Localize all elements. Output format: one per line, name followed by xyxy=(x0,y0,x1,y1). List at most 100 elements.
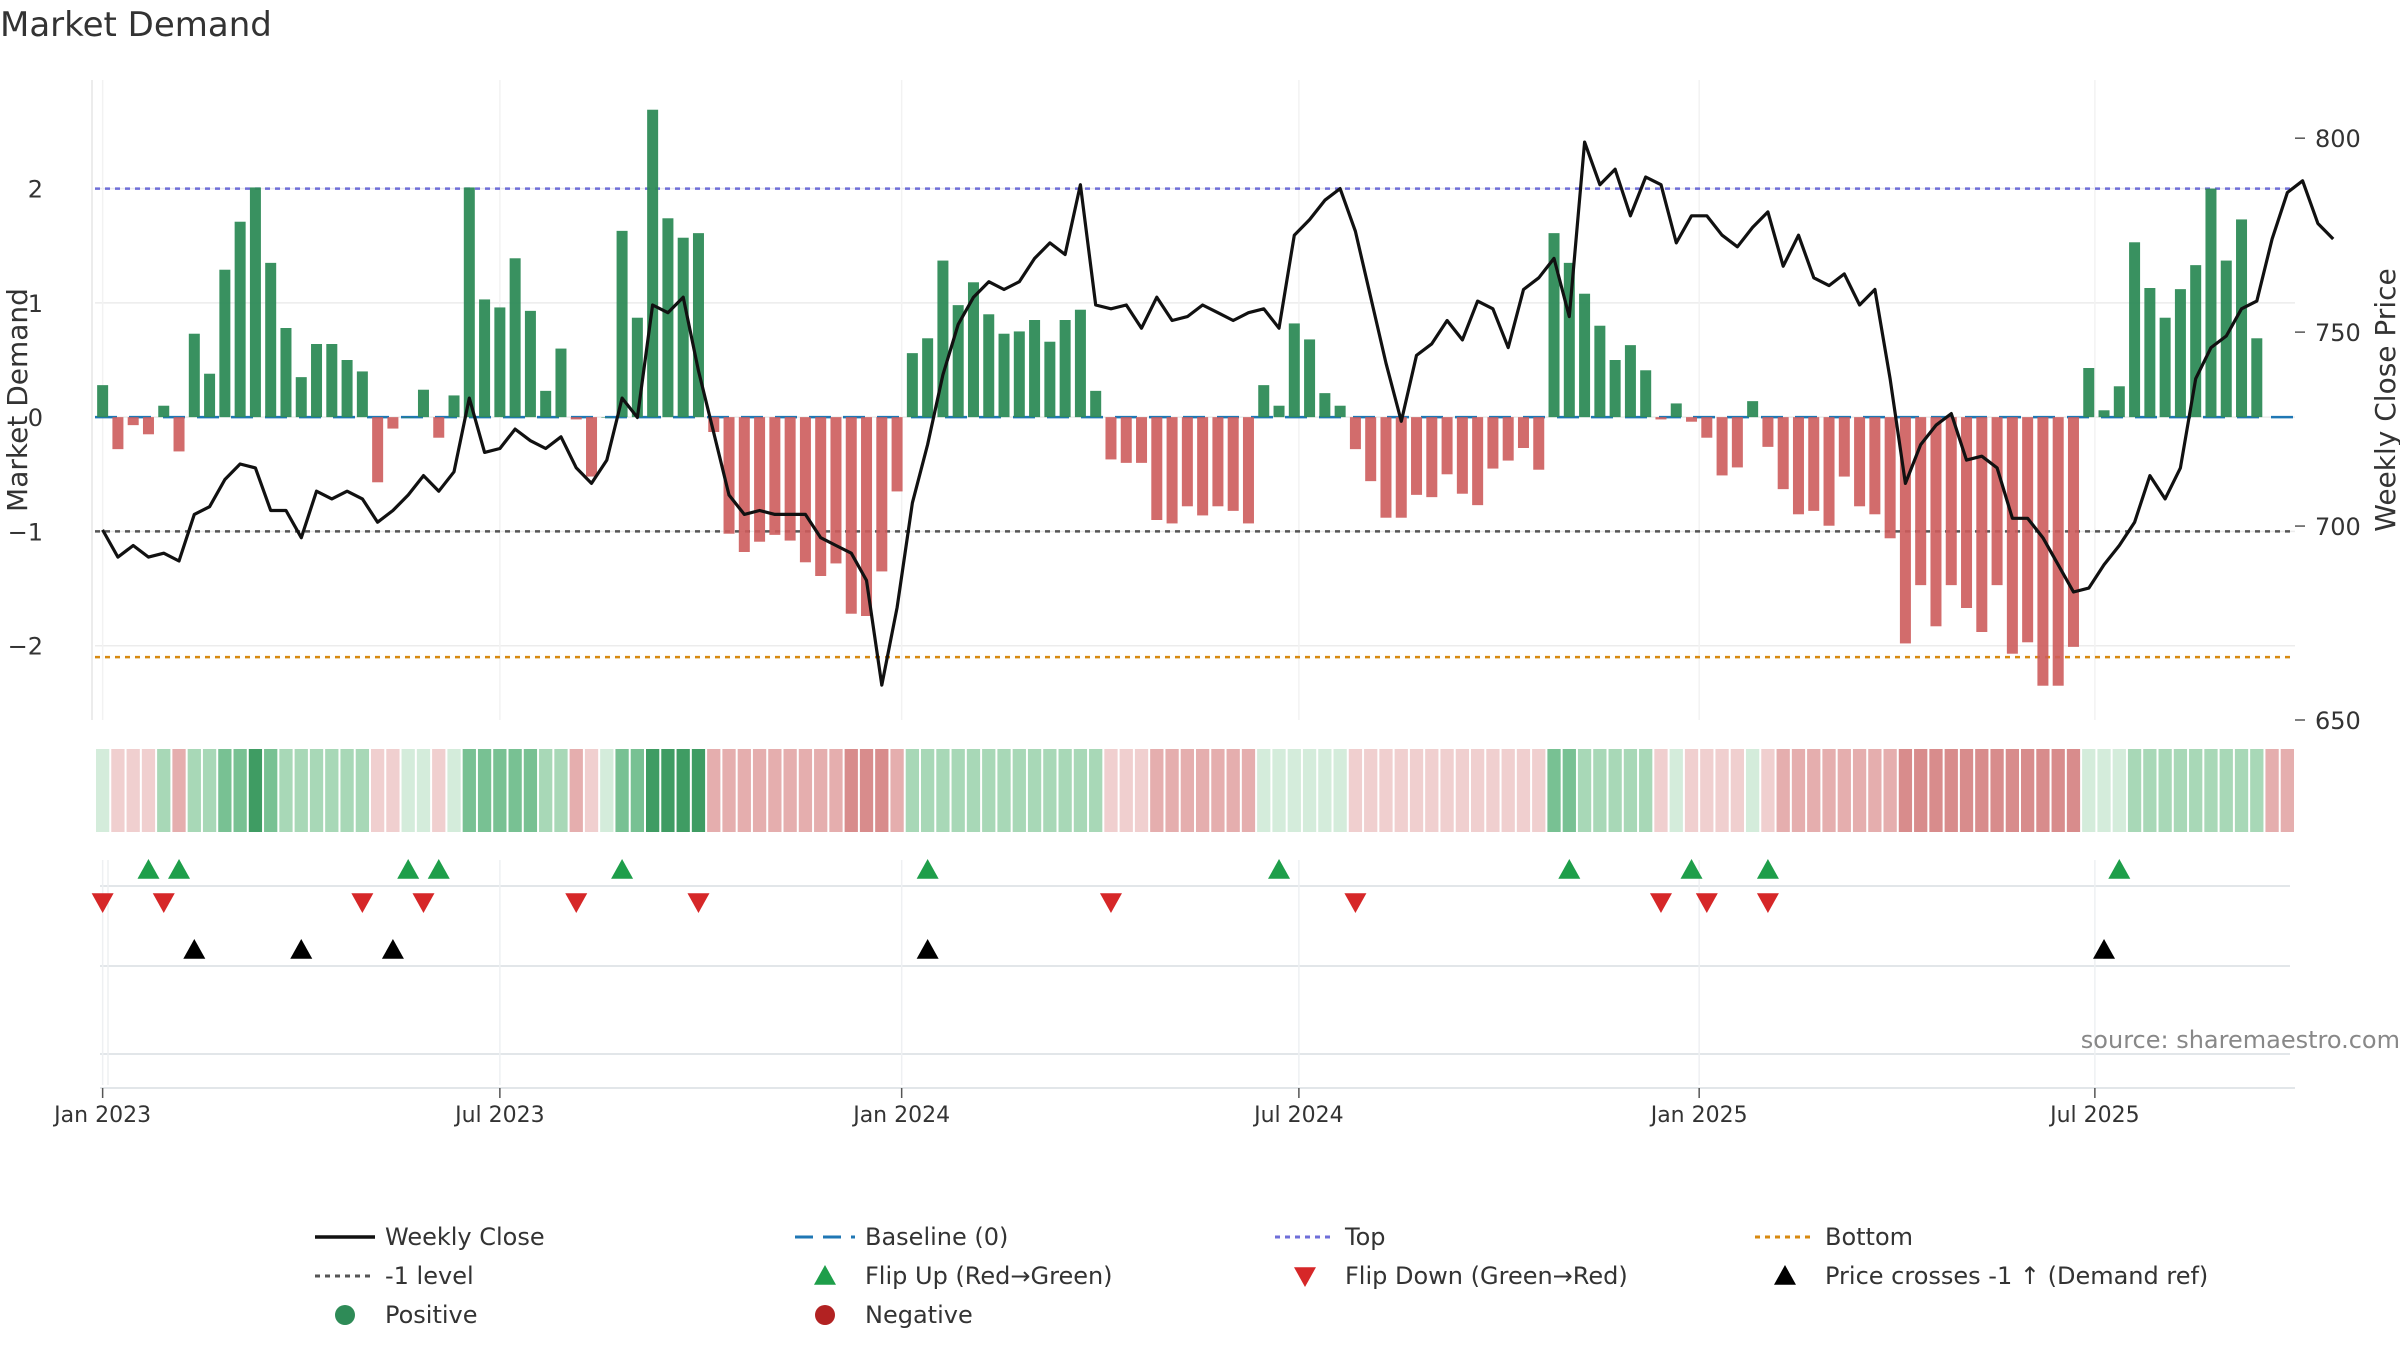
demand-bar-negative xyxy=(1441,417,1453,475)
demand-bar-negative xyxy=(1242,417,1254,524)
price-cross-marker xyxy=(290,939,313,959)
flip-down-marker xyxy=(687,893,710,913)
demand-bar-negative xyxy=(1976,417,1988,632)
demand-bar-negative xyxy=(1991,417,2003,586)
demand-bar-negative xyxy=(1136,417,1148,463)
strip-cell xyxy=(2250,749,2264,832)
strip-cell xyxy=(2127,749,2142,832)
strip-cell xyxy=(340,749,354,832)
demand-strip xyxy=(96,749,2294,832)
demand-bars xyxy=(97,109,2263,686)
strip-cell xyxy=(1730,749,1744,832)
demand-bar-positive xyxy=(494,307,506,418)
demand-bar-negative xyxy=(1197,417,1209,516)
demand-bar-negative xyxy=(1411,417,1423,495)
demand-bar-negative xyxy=(1426,417,1438,498)
demand-bar-negative xyxy=(2052,417,2064,686)
strip-cell xyxy=(584,749,599,832)
demand-bar-negative xyxy=(1181,417,1193,507)
demand-bar-negative xyxy=(738,417,750,552)
flip-down-marker xyxy=(1099,893,1122,913)
demand-bar-negative xyxy=(1655,417,1667,420)
demand-bar-positive xyxy=(448,395,460,418)
legend-label: -1 level xyxy=(385,1262,474,1290)
strip-cell xyxy=(141,749,156,832)
strip-cell xyxy=(875,749,889,832)
legend-item: Top xyxy=(1275,1223,1386,1251)
strip-cell xyxy=(1959,749,1974,832)
right-tick-label: 650 xyxy=(2315,707,2361,735)
demand-bar-negative xyxy=(1105,417,1117,460)
demand-bar-negative xyxy=(570,417,582,420)
strip-cell xyxy=(2051,749,2065,832)
demand-bar-positive xyxy=(2220,260,2232,418)
strip-cell xyxy=(2005,749,2019,832)
strip-cell xyxy=(1058,749,1072,832)
strip-cell xyxy=(1043,749,1057,832)
demand-bar-positive xyxy=(601,417,613,418)
demand-bar-positive xyxy=(2174,289,2186,418)
strip-cell xyxy=(1883,749,1897,832)
legend-item: Flip Down (Green→Red) xyxy=(1294,1262,1628,1290)
demand-bar-negative xyxy=(372,417,384,483)
demand-bar-positive xyxy=(2236,219,2248,418)
demand-bar-positive xyxy=(2190,265,2202,418)
strip-cell xyxy=(477,749,492,832)
demand-bar-positive xyxy=(1747,401,1759,418)
strip-cell xyxy=(1455,749,1469,832)
strip-cell xyxy=(218,749,232,832)
strip-cell xyxy=(2173,749,2188,832)
demand-bar-negative xyxy=(845,417,857,614)
flip-up-marker xyxy=(168,859,191,879)
demand-bar-negative xyxy=(769,417,781,535)
price-cross-marker xyxy=(916,939,939,959)
strip-cell xyxy=(859,749,874,832)
demand-bar-negative xyxy=(1884,417,1896,539)
strip-cell xyxy=(1944,749,1958,832)
strip-cell xyxy=(1425,749,1439,832)
strip-cell xyxy=(1257,749,1271,832)
demand-bar-negative xyxy=(1365,417,1377,482)
strip-cell xyxy=(1241,749,1256,832)
demand-bar-negative xyxy=(708,417,720,432)
strip-cell xyxy=(1165,749,1179,832)
legend-swatch-circle xyxy=(815,1305,835,1325)
demand-bar-positive xyxy=(1670,403,1682,418)
strip-cell xyxy=(691,749,706,832)
demand-bar-positive xyxy=(417,389,429,418)
strip-cell xyxy=(936,749,950,832)
strip-cell xyxy=(1623,749,1638,832)
legend-label: Weekly Close xyxy=(385,1223,545,1251)
x-tick-label: Jul 2025 xyxy=(2048,1103,2140,1128)
y-axis-label-right: Weekly Close Price xyxy=(2369,268,2400,531)
strip-cell xyxy=(1807,749,1821,832)
demand-bar-positive xyxy=(356,371,368,418)
strip-cell xyxy=(737,749,751,832)
demand-bar-negative xyxy=(1472,417,1484,506)
flip-down-marker xyxy=(1695,893,1718,913)
strip-cell xyxy=(1302,749,1317,832)
strip-cell xyxy=(951,749,965,832)
left-tick-label: 2 xyxy=(28,176,43,204)
demand-bar-negative xyxy=(112,417,124,450)
demand-bar-negative xyxy=(2006,417,2018,654)
strip-cell xyxy=(2066,749,2081,832)
legend-item: -1 level xyxy=(315,1262,474,1290)
demand-bar-negative xyxy=(784,417,796,541)
right-tick-label: 700 xyxy=(2315,513,2361,541)
demand-bar-positive xyxy=(1563,262,1575,418)
flip-down-marker xyxy=(1756,893,1779,913)
strip-cell xyxy=(1364,749,1378,832)
demand-bar-negative xyxy=(2037,417,2049,686)
demand-bar-negative xyxy=(1899,417,1911,644)
demand-bar-negative xyxy=(1777,417,1789,490)
strip-cell xyxy=(1746,749,1760,832)
chart-title: Market Demand xyxy=(0,5,272,45)
flip-up-marker xyxy=(611,859,634,879)
strip-cell xyxy=(2158,749,2172,832)
strip-cell xyxy=(1486,749,1500,832)
demand-bar-negative xyxy=(387,417,399,429)
demand-bar-positive xyxy=(1258,385,1270,418)
strip-cell xyxy=(493,749,507,832)
demand-bar-negative xyxy=(586,417,598,477)
